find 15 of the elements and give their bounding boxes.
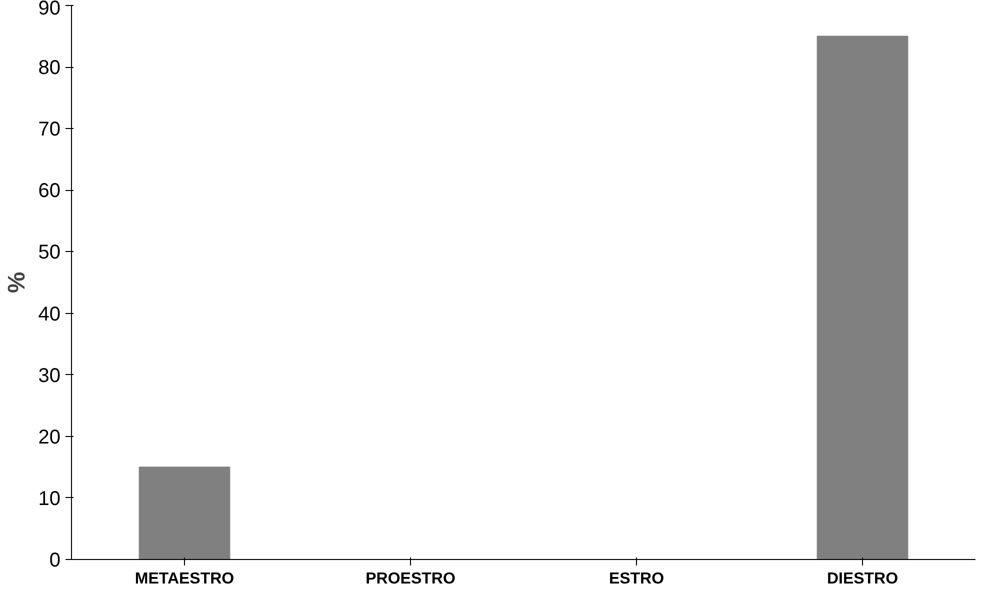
- y-tick-label: 10: [38, 488, 61, 510]
- y-tick-label: 60: [38, 180, 61, 202]
- y-tick-label: 80: [38, 57, 61, 80]
- y-tick-label: 40: [38, 303, 61, 326]
- x-tick-label: ESTRO: [608, 570, 664, 588]
- y-tick-label: 30: [38, 364, 61, 387]
- y-tick-label: 70: [38, 118, 61, 141]
- y-tick-label: 0: [49, 550, 60, 572]
- y-tick-label: 20: [38, 426, 61, 448]
- x-tick-label: DIESTRO: [826, 570, 898, 588]
- y-tick-label: 90: [38, 0, 61, 20]
- y-tick-label: 50: [38, 242, 61, 264]
- y-axis-title: %: [3, 272, 30, 294]
- x-tick-label: PROESTRO: [366, 570, 456, 588]
- x-tick-label: METAESTRO: [134, 570, 234, 588]
